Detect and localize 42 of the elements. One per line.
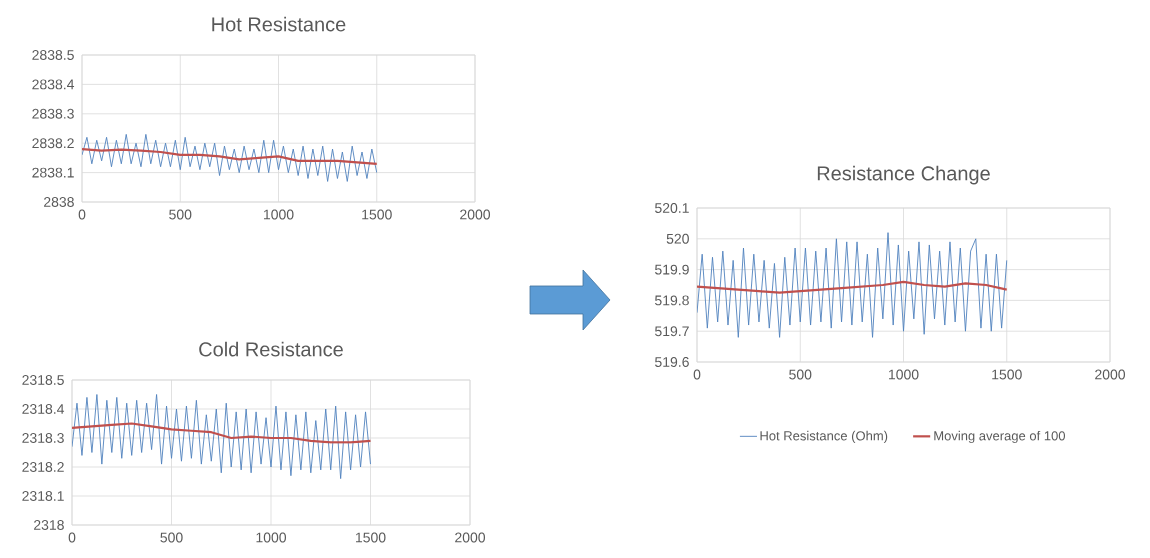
y-tick-label: 2318.4 bbox=[22, 404, 65, 414]
x-tick-label: 2000 bbox=[455, 532, 486, 543]
x-tick-label: 1500 bbox=[356, 532, 386, 543]
line-series bbox=[72, 394, 371, 480]
y-tick-label: 520 bbox=[666, 233, 689, 244]
y-tick-label: 2838.4 bbox=[32, 79, 75, 90]
x-tick-label: 500 bbox=[789, 369, 812, 380]
y-tick-label: 2838.3 bbox=[32, 108, 74, 119]
y-tick-label: 519.9 bbox=[655, 264, 689, 275]
x-tick-label: 1500 bbox=[992, 369, 1022, 380]
x-tick-label: 0 bbox=[68, 532, 76, 543]
y-tick-label: 2838 bbox=[44, 197, 74, 207]
x-tick-label: 1000 bbox=[889, 369, 919, 380]
chart-title: Resistance Change bbox=[817, 165, 990, 185]
x-tick-label: 2000 bbox=[1095, 369, 1126, 380]
y-tick-label: 520.1 bbox=[655, 203, 689, 213]
legend-label: Hot Resistance (Ohm) bbox=[760, 430, 888, 443]
y-tick-label: 2838.5 bbox=[32, 50, 74, 60]
y-tick-label: 2318.1 bbox=[22, 491, 64, 501]
x-tick-label: 1000 bbox=[264, 209, 294, 220]
y-tick-label: 2838.2 bbox=[32, 138, 74, 149]
x-tick-label: 1500 bbox=[362, 209, 392, 220]
y-tick-label: 519.8 bbox=[655, 295, 689, 306]
chart-title: Cold Resistance bbox=[199, 341, 343, 357]
x-tick-label: 0 bbox=[693, 369, 701, 380]
x-tick-label: 0 bbox=[78, 209, 86, 220]
line-series bbox=[72, 422, 372, 444]
x-tick-label: 500 bbox=[160, 532, 183, 543]
x-tick-label: 1000 bbox=[256, 532, 287, 543]
y-tick-label: 2318.3 bbox=[22, 433, 64, 443]
legend-label: Moving average of 100 bbox=[934, 430, 1066, 443]
chart-title: Hot Resistance bbox=[212, 16, 346, 32]
y-tick-label: 519.6 bbox=[655, 357, 689, 367]
x-tick-label: 500 bbox=[169, 209, 192, 220]
line-series bbox=[697, 232, 1008, 338]
x-tick-label: 2000 bbox=[460, 209, 491, 220]
y-tick-label: 2318.2 bbox=[22, 462, 64, 472]
line-series bbox=[82, 133, 378, 182]
y-tick-label: 2318 bbox=[34, 520, 64, 530]
y-tick-label: 519.7 bbox=[655, 326, 689, 337]
y-tick-label: 2838.1 bbox=[32, 167, 74, 178]
y-tick-label: 2318.5 bbox=[22, 375, 64, 385]
